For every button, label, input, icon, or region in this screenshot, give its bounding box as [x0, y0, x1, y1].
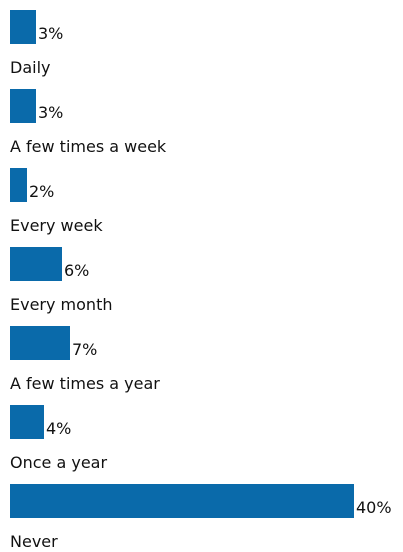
category-label-6: Once a year	[10, 453, 108, 472]
bar-3	[10, 168, 27, 202]
bar-7	[10, 484, 354, 518]
category-label-7: Never	[10, 532, 58, 551]
value-label-1: 3%	[38, 24, 64, 43]
value-label-6: 4%	[46, 419, 72, 438]
bar-4	[10, 247, 62, 281]
category-label-4: Every month	[10, 295, 113, 314]
value-label-4: 6%	[64, 261, 90, 280]
value-label-7: 40%	[356, 498, 392, 517]
bar-5	[10, 326, 70, 360]
bar-2	[10, 89, 36, 123]
bar-1	[10, 10, 36, 44]
category-label-5: A few times a year	[10, 374, 160, 393]
value-label-5: 7%	[72, 340, 98, 359]
category-label-3: Every week	[10, 216, 103, 235]
category-label-1: Daily	[10, 58, 51, 77]
bar-6	[10, 405, 44, 439]
value-label-3: 2%	[29, 182, 55, 201]
category-label-2: A few times a week	[10, 137, 167, 156]
value-label-2: 3%	[38, 103, 64, 122]
